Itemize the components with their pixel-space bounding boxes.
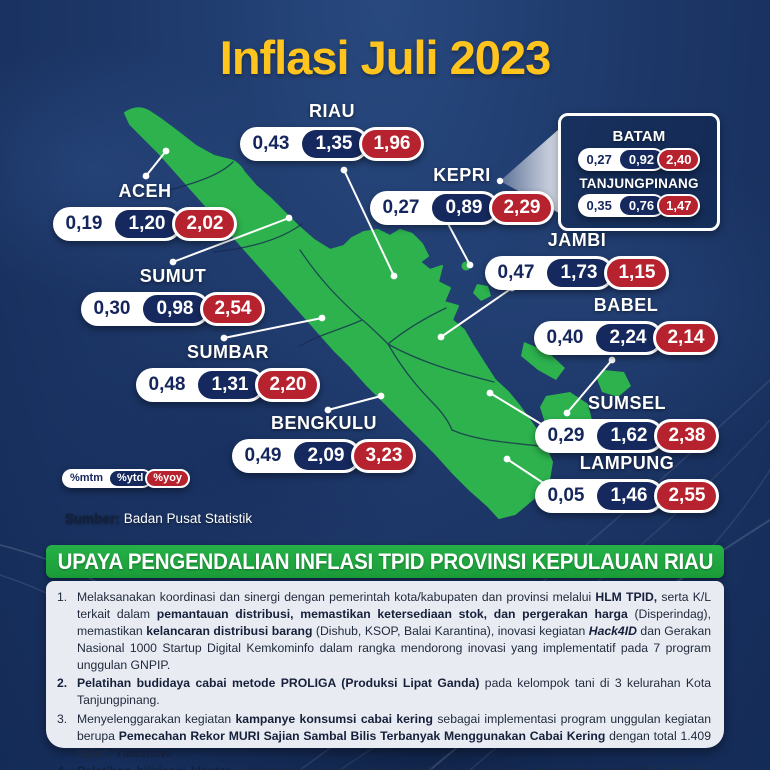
inflation-pills: 0,49 2,09 3,23 — [231, 439, 417, 473]
list-item-number: 2. — [57, 676, 68, 691]
pill-yoy: 2,55 — [654, 479, 720, 513]
pill-mtm: 0,48 — [148, 374, 186, 395]
pill-yoy: 2,29 — [489, 191, 555, 225]
pill-mtm: 0,43 — [252, 133, 290, 154]
pill-ytd: 1,35 — [301, 130, 367, 158]
inflation-pills: 0,48 1,31 2,20 — [135, 368, 321, 402]
province-lampung: LAMPUNG 0,05 1,46 2,55 — [532, 453, 722, 513]
province-name: LAMPUNG — [579, 453, 675, 473]
inflation-pills: 0,40 2,24 2,14 — [533, 321, 719, 355]
pill-yoy: 2,54 — [200, 292, 266, 326]
province-sumsel: SUMSEL 0,29 1,62 2,38 — [532, 393, 722, 453]
list-item-text: Pelatihan budidaya cabai metode PROLIGA … — [77, 676, 711, 708]
province-tanjungpinang: TANJUNGPINANG 0,35 0,76 1,47 — [561, 176, 717, 217]
inflation-pills: 0,29 1,62 2,38 — [534, 419, 720, 453]
province-kepri: KEPRI 0,27 0,89 2,29 — [367, 165, 557, 225]
page-title: Inflasi Juli 2023 — [219, 31, 551, 84]
upaya-panel: 1. Melaksanakan koordinasi dan sinergi de… — [46, 581, 724, 770]
source-value: Badan Pusat Statistik — [123, 511, 253, 526]
inflation-pills: 0,19 1,20 2,02 — [52, 207, 238, 241]
pill-mtm: 0,27 — [586, 151, 612, 167]
province-name: BATAM — [612, 127, 666, 145]
source-note: Sumber: Badan Pusat Statistik — [65, 511, 252, 526]
source-label: Sumber: — [65, 511, 120, 526]
pill-mtm: 0,35 — [586, 197, 612, 213]
pill-mtm: 0,47 — [497, 262, 535, 283]
inflation-pills: 0,05 1,46 2,55 — [534, 479, 720, 513]
list-item-number: 1. — [57, 590, 68, 604]
legend-ytd-pill: %ytd — [110, 471, 151, 486]
pill-yoy: 1,15 — [604, 256, 670, 290]
pill-mtm: 0,19 — [65, 213, 103, 234]
list-item-number: 3. — [57, 711, 68, 726]
list-item-text: Melaksanakan koordinasi dan sinergi deng… — [77, 590, 712, 673]
pill-ytd: 2,09 — [293, 442, 359, 470]
legend-yoy-pill: %yoy — [145, 469, 191, 488]
pill-yoy: 2,40 — [657, 147, 701, 171]
province-name: ACEH — [118, 181, 172, 201]
province-riau: RIAU 0,43 1,35 1,96 — [237, 101, 427, 161]
pill-mtm: 0,05 — [547, 485, 585, 506]
province-bengkulu: BENGKULU 0,49 2,09 3,23 — [229, 413, 419, 473]
list-item: 3. Menyelenggarakan kegiatan kampanye kon… — [57, 711, 711, 762]
pill-mtm: 0,40 — [546, 327, 584, 348]
inflation-pills: 0,30 0,98 2,54 — [80, 292, 266, 326]
inflation-pills: 0,27 0,92 2,40 — [577, 147, 701, 171]
province-name: JAMBI — [547, 230, 607, 250]
legend: %mtm %ytd %yoy — [62, 468, 191, 488]
province-name: BENGKULU — [271, 413, 377, 433]
pill-ytd: 0,98 — [142, 295, 208, 323]
list-item: 1. Melaksanakan koordinasi dan sinergi de… — [57, 589, 711, 674]
pill-ytd: 0,76 — [619, 195, 664, 215]
province-name: SUMSEL — [587, 393, 666, 413]
pill-ytd: 1,20 — [114, 210, 180, 238]
pill-mtm: 0,49 — [244, 445, 282, 466]
pill-ytd: 1,31 — [197, 371, 263, 399]
inflation-pills: 0,47 1,73 1,15 — [484, 256, 670, 290]
pill-yoy: 3,23 — [351, 439, 417, 473]
pill-ytd: 0,92 — [619, 149, 664, 169]
province-aceh: ACEH 0,19 1,20 2,02 — [50, 181, 240, 241]
pill-mtm: 0,29 — [547, 425, 585, 446]
pill-yoy: 1,47 — [657, 193, 701, 217]
pill-ytd: 2,24 — [595, 324, 661, 352]
list-item-text: Pelatihan hilirisasi klaster pangan bina… — [77, 763, 711, 770]
province-name: TANJUNGPINANG — [579, 175, 699, 191]
upaya-header: UPAYA PENGENDALIAN INFLASI TPID PROVINSI… — [46, 545, 724, 578]
legend-mtm-pill: %mtm — [70, 472, 104, 484]
upaya-header-text: UPAYA PENGENDALIAN INFLASI TPID PROVINSI… — [57, 548, 713, 574]
pill-yoy: 2,20 — [255, 368, 321, 402]
pill-ytd: 0,89 — [431, 194, 497, 222]
pill-yoy: 2,02 — [172, 207, 238, 241]
inflation-pills: 0,43 1,35 1,96 — [239, 127, 425, 161]
batam-tanjungpinang-box: BATAM 0,27 0,92 2,40 TANJUNGPINANG 0,35 0,7… — [558, 113, 720, 231]
province-name: SUMBAR — [187, 342, 269, 362]
pill-mtm: 0,27 — [382, 197, 420, 218]
pill-mtm: 0,30 — [93, 298, 131, 319]
list-item-text: Menyelenggarakan kegiatan kampanye konsu… — [77, 711, 712, 760]
province-name: SUMUT — [139, 266, 207, 286]
pill-yoy: 2,14 — [653, 321, 719, 355]
province-name: BABEL — [593, 295, 659, 315]
pill-yoy: 1,96 — [359, 127, 425, 161]
province-name: KEPRI — [433, 165, 491, 185]
inflation-pills: 0,27 0,89 2,29 — [369, 191, 555, 225]
list-item-number: 4. — [57, 763, 77, 770]
province-jambi: JAMBI 0,47 1,73 1,15 — [482, 230, 672, 290]
province-babel: BABEL 0,40 2,24 2,14 — [531, 295, 721, 355]
pill-yoy: 2,38 — [654, 419, 720, 453]
pill-ytd: 1,73 — [546, 259, 612, 287]
list-item: 2. Pelatihan budidaya cabai metode PROLIG… — [57, 675, 711, 709]
pill-ytd: 1,46 — [596, 482, 662, 510]
province-sumut: SUMUT 0,30 0,98 2,54 — [78, 266, 268, 326]
inflation-pills: 0,35 0,76 1,47 — [577, 193, 701, 217]
pill-ytd: 1,62 — [596, 422, 662, 450]
province-name: RIAU — [309, 101, 355, 121]
list-item: 4.Pelatihan hilirisasi klaster pangan bi… — [57, 763, 711, 770]
province-sumbar: SUMBAR 0,48 1,31 2,20 — [133, 342, 323, 402]
upaya-list: 1. Melaksanakan koordinasi dan sinergi de… — [57, 589, 711, 770]
province-batam: BATAM 0,27 0,92 2,40 — [561, 128, 717, 171]
